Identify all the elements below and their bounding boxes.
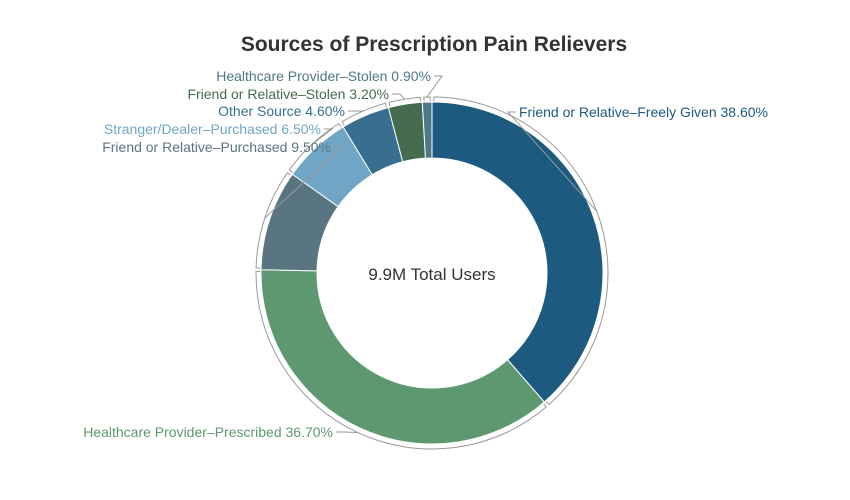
slice-healthcare-provider-stolen[interactable] (421, 101, 433, 159)
slice-healthcare-provider-prescribed[interactable] (260, 269, 545, 445)
leader-line (506, 111, 598, 212)
slice-bracket (255, 271, 547, 450)
slice-label-friend-or-relative-freely-given: Friend or Relative–Freely Given 38.60% (519, 104, 768, 120)
center-label: 9.9M Total Users (368, 265, 495, 284)
chart-title: Sources of Prescription Pain Relievers (241, 33, 627, 56)
leader-line (311, 128, 334, 145)
slice-bracket (341, 102, 387, 126)
slice-label-healthcare-provider-prescribed: Healthcare Provider–Prescribed 36.70% (83, 424, 333, 440)
slice-label-healthcare-provider-stolen: Healthcare Provider–Stolen 0.90% (216, 68, 431, 84)
leader-line (426, 75, 443, 98)
slice-label-friend-or-relative-purchased: Friend or Relative–Purchased 9.50% (102, 139, 331, 155)
leaders-layer (255, 75, 609, 450)
leader-line (392, 93, 405, 100)
slices-layer (260, 101, 604, 445)
slice-friend-or-relative-freely-given[interactable] (431, 101, 604, 403)
labels-layer: Friend or Relative–Freely Given 38.60% He… (83, 68, 768, 440)
leader-line (264, 146, 344, 219)
slice-bracket (388, 96, 421, 107)
slice-bracket (423, 96, 431, 102)
slice-label-friend-or-relative-stolen: Friend or Relative–Stolen 3.20% (187, 86, 389, 102)
slice-label-other-source: Other Source 4.60% (218, 103, 345, 119)
slice-label-stranger-dealer-purchased: Stranger/Dealer–Purchased 6.50% (104, 121, 321, 137)
